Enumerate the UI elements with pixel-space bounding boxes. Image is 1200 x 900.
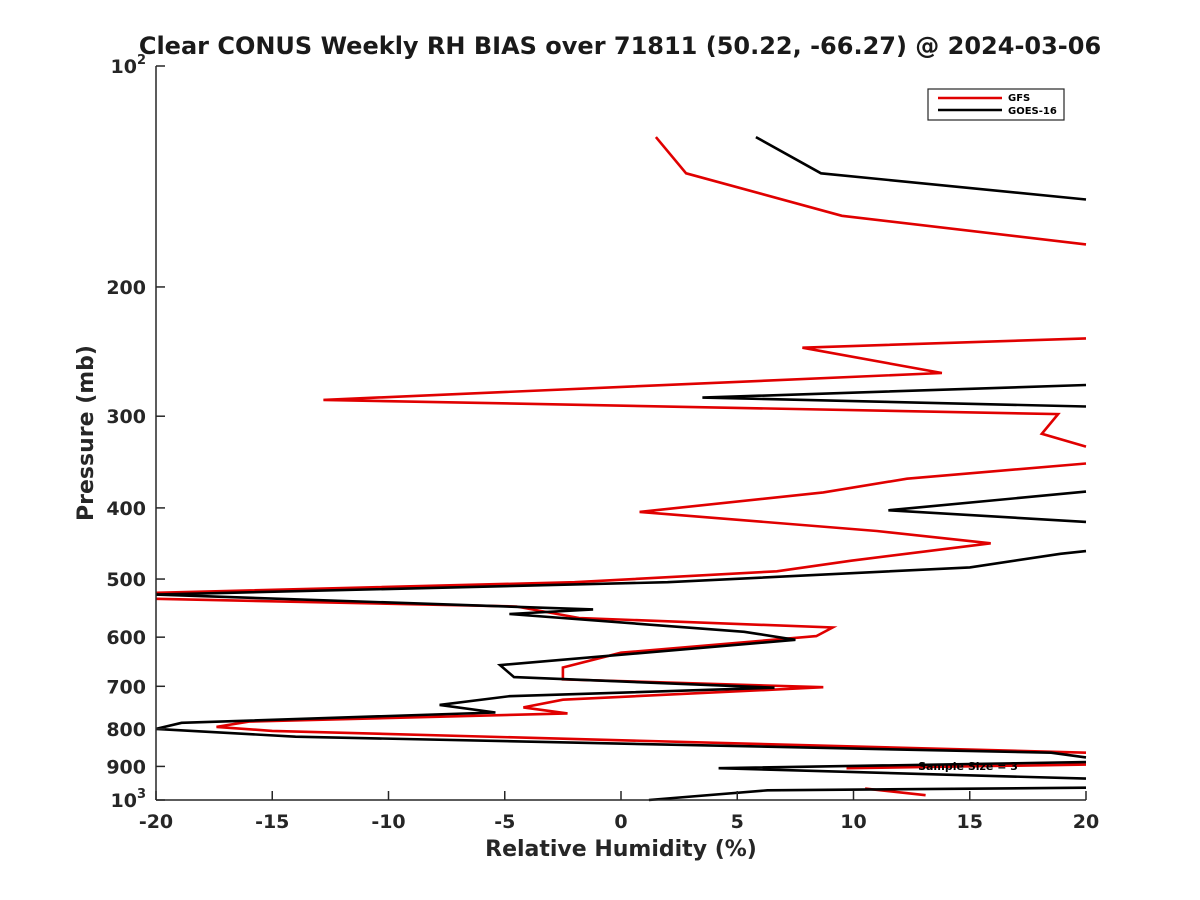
x-tick-label: -20 <box>139 811 173 833</box>
series-line-goes-16-6 <box>718 760 1087 780</box>
legend-box <box>927 88 1065 121</box>
series-line-goes-16-4 <box>155 593 796 731</box>
y-tick-label: 800 <box>106 719 146 741</box>
plot-background <box>156 66 1086 800</box>
x-tick-label: -15 <box>255 811 289 833</box>
series-line-gfs-0 <box>654 136 1087 246</box>
series-line-goes-16-1 <box>702 383 1087 408</box>
legend-label-gfs: GFS <box>1008 93 1030 104</box>
x-tick-label: 20 <box>1073 811 1099 833</box>
series-line-gfs-1 <box>323 337 1087 448</box>
legend-label-goes-16: GOES-16 <box>1008 106 1057 117</box>
x-tick-label: 0 <box>614 811 627 833</box>
y-tick-label: 300 <box>106 406 146 428</box>
y-tick-label: 600 <box>106 627 146 649</box>
x-axis-label: Relative Humidity (%) <box>485 837 757 862</box>
y-tick-label: 400 <box>106 498 146 520</box>
plot-area: -20 -15 -10 -5 0 5 10 15 20 200 300 400 500 600 700 80… <box>106 53 1099 833</box>
y-tick-label: 500 <box>106 569 146 591</box>
x-tick-label: -5 <box>494 811 515 833</box>
y-ticks: 200 300 400 500 600 700 800 900 102 103 <box>106 53 165 812</box>
series-line-goes-16-5 <box>155 727 1087 759</box>
x-tick-label: 5 <box>731 811 744 833</box>
chart-title: Clear CONUS Weekly RH BIAS over 71811 (5… <box>139 32 1101 60</box>
y-tick-label: 200 <box>106 277 146 299</box>
x-tick-label: 15 <box>957 811 983 833</box>
x-ticks: -20 -15 -10 -5 0 5 10 15 20 <box>139 791 1099 833</box>
y-tick-label: 700 <box>106 676 146 698</box>
series-line-gfs-2 <box>155 462 1087 595</box>
series-line-goes-16-7 <box>648 786 1087 802</box>
x-tick-label: 10 <box>840 811 866 833</box>
series-line-goes-16-2 <box>888 490 1087 524</box>
series-line-gfs-4 <box>846 763 1087 770</box>
y-tick-label: 103 <box>111 787 147 812</box>
x-tick-label: -10 <box>371 811 405 833</box>
legend: GFS GOES-16 <box>927 88 1065 121</box>
sample-size-annotation: Sample Size = 3 <box>918 760 1018 773</box>
y-tick-label: 102 <box>111 53 147 78</box>
y-axis-label: Pressure (mb) <box>74 345 99 521</box>
series-line-goes-16-0 <box>755 135 1087 201</box>
series-line-goes-16-3 <box>155 549 1087 596</box>
series-layer <box>155 135 1087 802</box>
y-tick-label: 900 <box>106 756 146 778</box>
